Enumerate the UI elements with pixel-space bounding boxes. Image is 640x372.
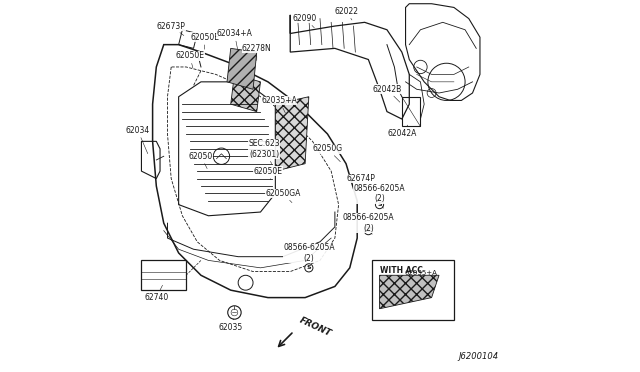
Text: 08566-6205A
(2): 08566-6205A (2) xyxy=(283,243,335,268)
Polygon shape xyxy=(275,97,309,171)
Text: 62090: 62090 xyxy=(293,14,317,28)
Text: FRONT: FRONT xyxy=(298,316,333,339)
Text: 62035: 62035 xyxy=(219,319,243,332)
Text: 62042A: 62042A xyxy=(387,125,417,138)
Polygon shape xyxy=(227,48,257,89)
Text: 62740: 62740 xyxy=(144,285,168,302)
Text: S: S xyxy=(377,202,382,207)
Text: 62034+A: 62034+A xyxy=(216,29,252,49)
Text: 62050E: 62050E xyxy=(190,33,219,49)
Circle shape xyxy=(376,201,383,209)
Text: 62022: 62022 xyxy=(334,7,358,20)
Text: 62278N: 62278N xyxy=(242,44,271,61)
Text: 08566-6205A
(2): 08566-6205A (2) xyxy=(342,214,394,234)
Text: SEC.623
(62301): SEC.623 (62301) xyxy=(248,139,280,164)
Text: 62050GA: 62050GA xyxy=(265,189,301,203)
Text: 62050: 62050 xyxy=(189,152,213,169)
Circle shape xyxy=(364,227,372,235)
Text: S: S xyxy=(366,228,371,233)
Text: 62050E: 62050E xyxy=(253,167,282,180)
Text: 62042B: 62042B xyxy=(372,85,401,102)
Text: 62673P: 62673P xyxy=(157,22,186,36)
Text: 62035+A: 62035+A xyxy=(261,96,297,113)
Text: 62050E: 62050E xyxy=(175,51,204,68)
Polygon shape xyxy=(231,74,260,112)
Text: 08566-6205A
(2): 08566-6205A (2) xyxy=(354,184,405,208)
Text: 62034: 62034 xyxy=(125,126,150,154)
Text: 62050G: 62050G xyxy=(312,144,342,162)
Text: 62035+A: 62035+A xyxy=(404,270,437,276)
Text: J6200104: J6200104 xyxy=(458,352,499,361)
Polygon shape xyxy=(380,275,439,309)
Bar xyxy=(372,260,454,320)
Text: 62674P: 62674P xyxy=(346,174,375,187)
Text: S: S xyxy=(307,265,311,270)
Text: WITH ACC: WITH ACC xyxy=(380,266,422,275)
Circle shape xyxy=(305,264,313,272)
